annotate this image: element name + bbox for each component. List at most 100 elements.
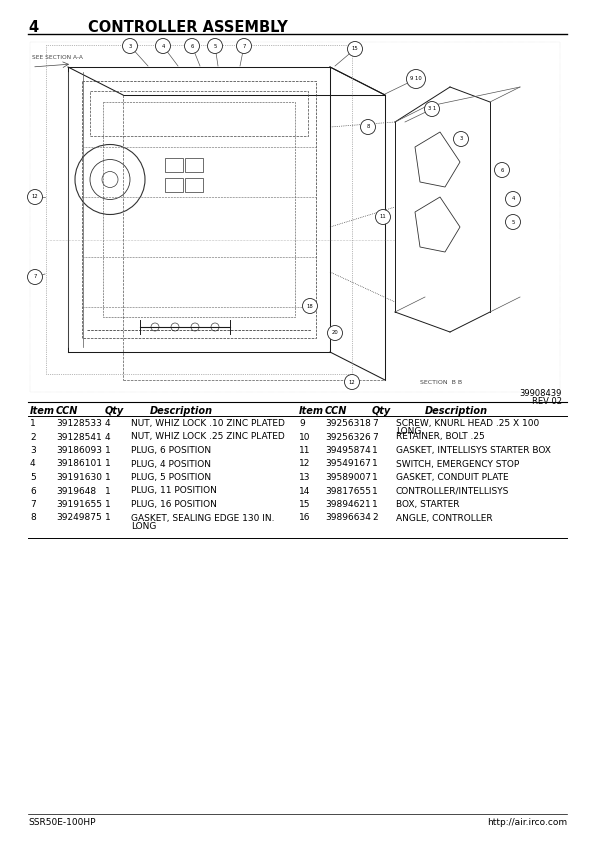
Text: 39549167: 39549167	[325, 460, 371, 468]
Text: 3: 3	[129, 44, 131, 49]
Text: 7: 7	[33, 274, 37, 280]
Text: 15: 15	[299, 500, 311, 509]
Text: 1: 1	[105, 473, 111, 482]
Text: 39817655: 39817655	[325, 487, 371, 495]
Text: 1: 1	[372, 460, 378, 468]
Text: 6: 6	[30, 487, 36, 495]
Text: CONTROLLER ASSEMBLY: CONTROLLER ASSEMBLY	[88, 20, 288, 35]
Text: Description: Description	[424, 406, 487, 416]
Text: 11: 11	[299, 446, 311, 455]
Text: PLUG, 16 POSITION: PLUG, 16 POSITION	[131, 500, 217, 509]
Text: 39908439: 39908439	[519, 389, 562, 398]
Text: GASKET, INTELLISYS STARTER BOX: GASKET, INTELLISYS STARTER BOX	[396, 446, 551, 455]
Text: 5: 5	[511, 220, 515, 225]
Text: 1: 1	[105, 460, 111, 468]
Text: SSR50E-100HP: SSR50E-100HP	[28, 818, 96, 827]
Text: SWITCH, EMERGENCY STOP: SWITCH, EMERGENCY STOP	[396, 460, 519, 468]
Text: 15: 15	[352, 46, 358, 51]
Circle shape	[236, 39, 252, 54]
Text: RETAINER, BOLT .25: RETAINER, BOLT .25	[396, 433, 485, 441]
Text: 3 1: 3 1	[428, 106, 436, 111]
Text: CCN: CCN	[325, 406, 347, 416]
Text: PLUG, 5 POSITION: PLUG, 5 POSITION	[131, 473, 211, 482]
Circle shape	[302, 299, 318, 313]
Text: PLUG, 11 POSITION: PLUG, 11 POSITION	[131, 487, 217, 495]
Circle shape	[494, 163, 509, 178]
Text: 1: 1	[372, 446, 378, 455]
Text: 11: 11	[380, 215, 386, 220]
Bar	[165, 158, 183, 172]
Text: 6: 6	[500, 168, 504, 173]
Text: 1: 1	[105, 500, 111, 509]
Text: 1: 1	[30, 419, 36, 428]
Text: 8: 8	[367, 125, 369, 130]
Text: 16: 16	[299, 514, 311, 523]
Text: 7: 7	[30, 500, 36, 509]
Text: 1: 1	[105, 446, 111, 455]
Text: NUT, WHIZ LOCK .10 ZINC PLATED: NUT, WHIZ LOCK .10 ZINC PLATED	[131, 419, 285, 428]
Text: SEE SECTION A-A: SEE SECTION A-A	[32, 55, 83, 60]
Text: 39191630: 39191630	[56, 473, 102, 482]
Text: 8: 8	[30, 514, 36, 523]
Text: 39128541: 39128541	[56, 433, 102, 441]
Text: 7: 7	[372, 419, 378, 428]
Text: 2: 2	[372, 514, 378, 523]
Text: 39896634: 39896634	[325, 514, 371, 523]
Circle shape	[27, 189, 42, 205]
Text: 39191655: 39191655	[56, 500, 102, 509]
Text: 39256326: 39256326	[325, 433, 371, 441]
Text: 9: 9	[299, 419, 305, 428]
Text: GASKET, SEALING EDGE 130 IN.: GASKET, SEALING EDGE 130 IN.	[131, 514, 274, 523]
Circle shape	[406, 70, 425, 88]
Text: Description: Description	[149, 406, 212, 416]
Text: 3: 3	[459, 136, 463, 141]
Text: GASKET, CONDUIT PLATE: GASKET, CONDUIT PLATE	[396, 473, 509, 482]
Text: 39495874: 39495874	[325, 446, 371, 455]
Text: Item: Item	[299, 406, 324, 416]
Text: 3919648: 3919648	[56, 487, 96, 495]
Text: 7: 7	[372, 433, 378, 441]
Text: http://air.irco.com: http://air.irco.com	[487, 818, 567, 827]
Text: LONG: LONG	[131, 522, 156, 531]
Circle shape	[155, 39, 171, 54]
Circle shape	[27, 269, 42, 285]
Text: 1: 1	[372, 500, 378, 509]
Text: 4: 4	[105, 433, 111, 441]
Text: SCREW, KNURL HEAD .25 X 100: SCREW, KNURL HEAD .25 X 100	[396, 419, 539, 428]
Text: 1: 1	[105, 487, 111, 495]
Text: 4: 4	[105, 419, 111, 428]
Text: SECTION  B B: SECTION B B	[420, 380, 462, 385]
Text: 4: 4	[28, 20, 38, 35]
Text: REV 02: REV 02	[532, 397, 562, 406]
Text: 1: 1	[372, 473, 378, 482]
Circle shape	[184, 39, 199, 54]
Text: 10: 10	[299, 433, 311, 441]
Circle shape	[506, 215, 521, 230]
Text: 4: 4	[511, 196, 515, 201]
Text: 39249875: 39249875	[56, 514, 102, 523]
Text: 13: 13	[299, 473, 311, 482]
Text: 1: 1	[372, 487, 378, 495]
Circle shape	[123, 39, 137, 54]
Text: 2: 2	[30, 433, 36, 441]
Text: 12: 12	[32, 195, 38, 200]
Text: ANGLE, CONTROLLER: ANGLE, CONTROLLER	[396, 514, 493, 523]
Text: CCN: CCN	[56, 406, 79, 416]
Circle shape	[327, 326, 343, 340]
Text: 7: 7	[242, 44, 246, 49]
Bar	[165, 178, 183, 192]
Text: 39256318: 39256318	[325, 419, 371, 428]
Text: 18: 18	[306, 303, 314, 308]
Circle shape	[506, 191, 521, 206]
Text: BOX, STARTER: BOX, STARTER	[396, 500, 459, 509]
Text: 1: 1	[105, 514, 111, 523]
Circle shape	[375, 210, 390, 225]
Bar	[185, 178, 203, 192]
Text: 12: 12	[349, 380, 355, 385]
Text: 20: 20	[331, 331, 339, 335]
Text: Qty: Qty	[105, 406, 124, 416]
Text: Qty: Qty	[372, 406, 392, 416]
Text: PLUG, 4 POSITION: PLUG, 4 POSITION	[131, 460, 211, 468]
Circle shape	[347, 41, 362, 56]
Text: 3: 3	[30, 446, 36, 455]
